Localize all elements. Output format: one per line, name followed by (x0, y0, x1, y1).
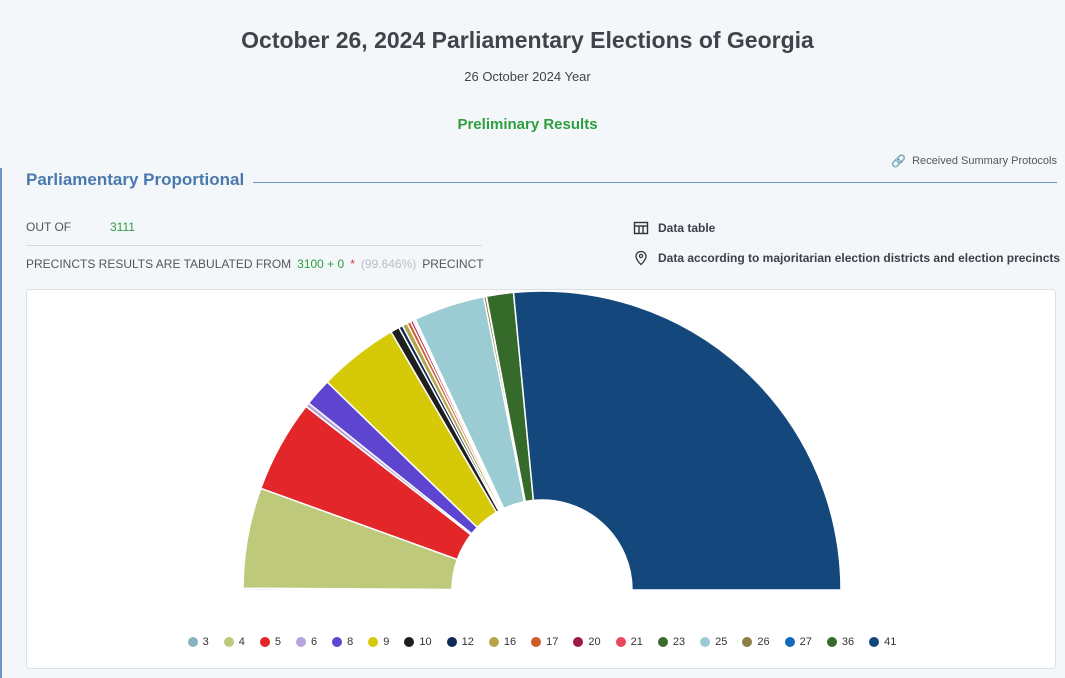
legend-label-9: 9 (383, 636, 390, 648)
legend-dot-23 (657, 637, 668, 647)
tabulated-value: 3100 + 0 (297, 257, 345, 271)
data-table-link[interactable]: Data table (633, 220, 715, 236)
legend-item-12[interactable]: 12 (446, 636, 474, 648)
legend-dot-41 (869, 637, 880, 647)
legend-label-27: 27 (799, 636, 812, 648)
legend-label-8: 8 (347, 636, 354, 648)
legend-dot-8 (332, 637, 343, 647)
location-pin-icon (635, 250, 647, 266)
legend-label-36: 36 (841, 636, 855, 648)
legend-item-5[interactable]: 5 (259, 636, 281, 648)
legend-label-17: 17 (546, 636, 559, 648)
data-table-label: Data table (658, 221, 716, 235)
legend-item-8[interactable]: 8 (332, 636, 353, 648)
districts-label: Data according to majoritarian election … (658, 251, 1061, 265)
semicircle-chart (242, 290, 842, 591)
tabulation-line: PRECINCTS RESULTS ARE TABULATED FROM 310… (26, 257, 484, 271)
legend-item-41[interactable]: 41 (869, 636, 896, 648)
legend-item-16[interactable]: 16 (488, 636, 517, 648)
page-title: October 26, 2024 Parliamentary Elections… (241, 27, 814, 53)
legend-item-25[interactable]: 25 (700, 636, 727, 648)
legend-item-9[interactable]: 9 (368, 636, 389, 648)
legend-label-26: 26 (757, 636, 770, 648)
legend-dot-21 (615, 637, 626, 647)
legend-dot-36 (826, 637, 837, 647)
link-icon: 🔗 (891, 154, 907, 168)
legend-label-12: 12 (461, 636, 474, 648)
legend-label-25: 25 (715, 636, 728, 648)
out-of-value: 3111 (110, 220, 135, 234)
legend-label-5: 5 (274, 636, 281, 648)
legend-item-26[interactable]: 26 (742, 636, 770, 648)
legend-item-10[interactable]: 10 (404, 636, 432, 648)
election-date: 26 October 2024 Year (464, 69, 591, 84)
stats-divider (26, 245, 482, 246)
slice-41[interactable] (512, 290, 842, 591)
tabulated-asterisk: * (350, 257, 355, 271)
legend-dot-20 (573, 637, 584, 647)
legend-item-23[interactable]: 23 (657, 636, 686, 648)
section-divider (253, 182, 1057, 183)
protocols-label: Received Summary Protocols (912, 155, 1057, 167)
legend-label-16: 16 (503, 636, 517, 648)
legend-dot-25 (700, 637, 711, 647)
districts-link[interactable]: Data according to majoritarian election … (633, 250, 1060, 266)
legend-label-6: 6 (311, 636, 318, 648)
legend-dot-10 (404, 637, 415, 647)
legend-item-4[interactable]: 4 (223, 636, 245, 648)
legend-label-3: 3 (202, 636, 209, 648)
received-summary-protocols-link[interactable]: 🔗 Received Summary Protocols (891, 154, 1057, 168)
legend-dot-3 (187, 637, 198, 647)
legend-dot-9 (368, 637, 379, 647)
legend-item-36[interactable]: 36 (826, 636, 855, 648)
chart-legend: 3 4 5 6 8 9 10 12 16 17 20 21 23 25 26 27 36 41 (27, 636, 1057, 648)
legend-label-23: 23 (672, 636, 686, 648)
legend-item-17[interactable]: 17 (531, 636, 558, 648)
tabulated-prefix: PRECINCTS RESULTS ARE TABULATED FROM (26, 257, 292, 271)
legend-dot-4 (223, 637, 234, 647)
out-of-label: OUT OF (26, 220, 72, 234)
legend-label-4: 4 (238, 636, 245, 648)
legend-label-10: 10 (419, 636, 432, 648)
table-icon (633, 221, 649, 235)
results-chart: 3 4 5 6 8 9 10 12 16 17 20 21 23 25 26 27 36 41 (26, 289, 1056, 669)
tabulated-suffix: PRECINCT (422, 257, 484, 271)
legend-dot-16 (488, 637, 499, 647)
legend-dot-6 (296, 637, 306, 647)
section-left-rule (0, 168, 2, 678)
legend-item-6[interactable]: 6 (296, 636, 317, 648)
legend-item-20[interactable]: 20 (573, 636, 601, 648)
legend-label-20: 20 (588, 636, 601, 648)
legend-item-3[interactable]: 3 (187, 636, 209, 648)
legend-item-21[interactable]: 21 (615, 636, 643, 648)
legend-dot-26 (742, 637, 753, 647)
legend-dot-17 (531, 637, 542, 647)
legend-label-41: 41 (884, 636, 897, 648)
legend-item-27[interactable]: 27 (784, 636, 812, 648)
section-title: Parliamentary Proportional (26, 170, 245, 189)
legend-dot-12 (446, 637, 457, 647)
legend-label-21: 21 (630, 636, 643, 648)
tabulated-percent: (99.646%) (360, 257, 417, 271)
legend-dot-27 (784, 637, 795, 647)
results-status: Preliminary Results (457, 116, 598, 133)
legend-dot-5 (259, 637, 270, 647)
